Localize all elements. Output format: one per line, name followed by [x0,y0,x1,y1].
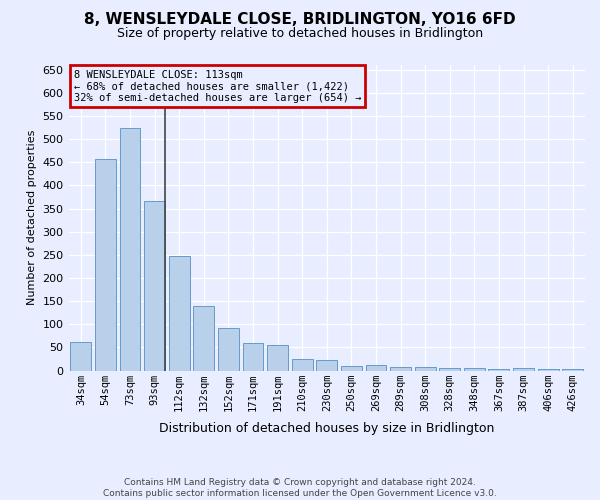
Bar [119,128,140,370]
Text: Size of property relative to detached houses in Bridlington: Size of property relative to detached ho… [117,28,483,40]
Bar [292,359,313,370]
Bar [95,159,116,370]
Text: 8 WENSLEYDALE CLOSE: 113sqm
← 68% of detached houses are smaller (1,422)
32% of : 8 WENSLEYDALE CLOSE: 113sqm ← 68% of det… [74,70,361,103]
Bar [439,368,460,370]
Bar [562,369,583,370]
Bar [242,343,263,370]
Bar [464,368,485,370]
Text: 8, WENSLEYDALE CLOSE, BRIDLINGTON, YO16 6FD: 8, WENSLEYDALE CLOSE, BRIDLINGTON, YO16 … [84,12,516,28]
Bar [193,306,214,370]
X-axis label: Distribution of detached houses by size in Bridlington: Distribution of detached houses by size … [159,422,494,435]
Text: Contains HM Land Registry data © Crown copyright and database right 2024.
Contai: Contains HM Land Registry data © Crown c… [103,478,497,498]
Bar [390,368,411,370]
Bar [513,368,534,370]
Bar [538,369,559,370]
Bar [316,360,337,370]
Bar [144,200,165,370]
Bar [218,328,239,370]
Bar [488,369,509,370]
Y-axis label: Number of detached properties: Number of detached properties [27,130,37,306]
Bar [169,256,190,370]
Bar [341,366,362,370]
Bar [70,342,91,370]
Bar [365,365,386,370]
Bar [267,345,288,370]
Bar [415,368,436,370]
